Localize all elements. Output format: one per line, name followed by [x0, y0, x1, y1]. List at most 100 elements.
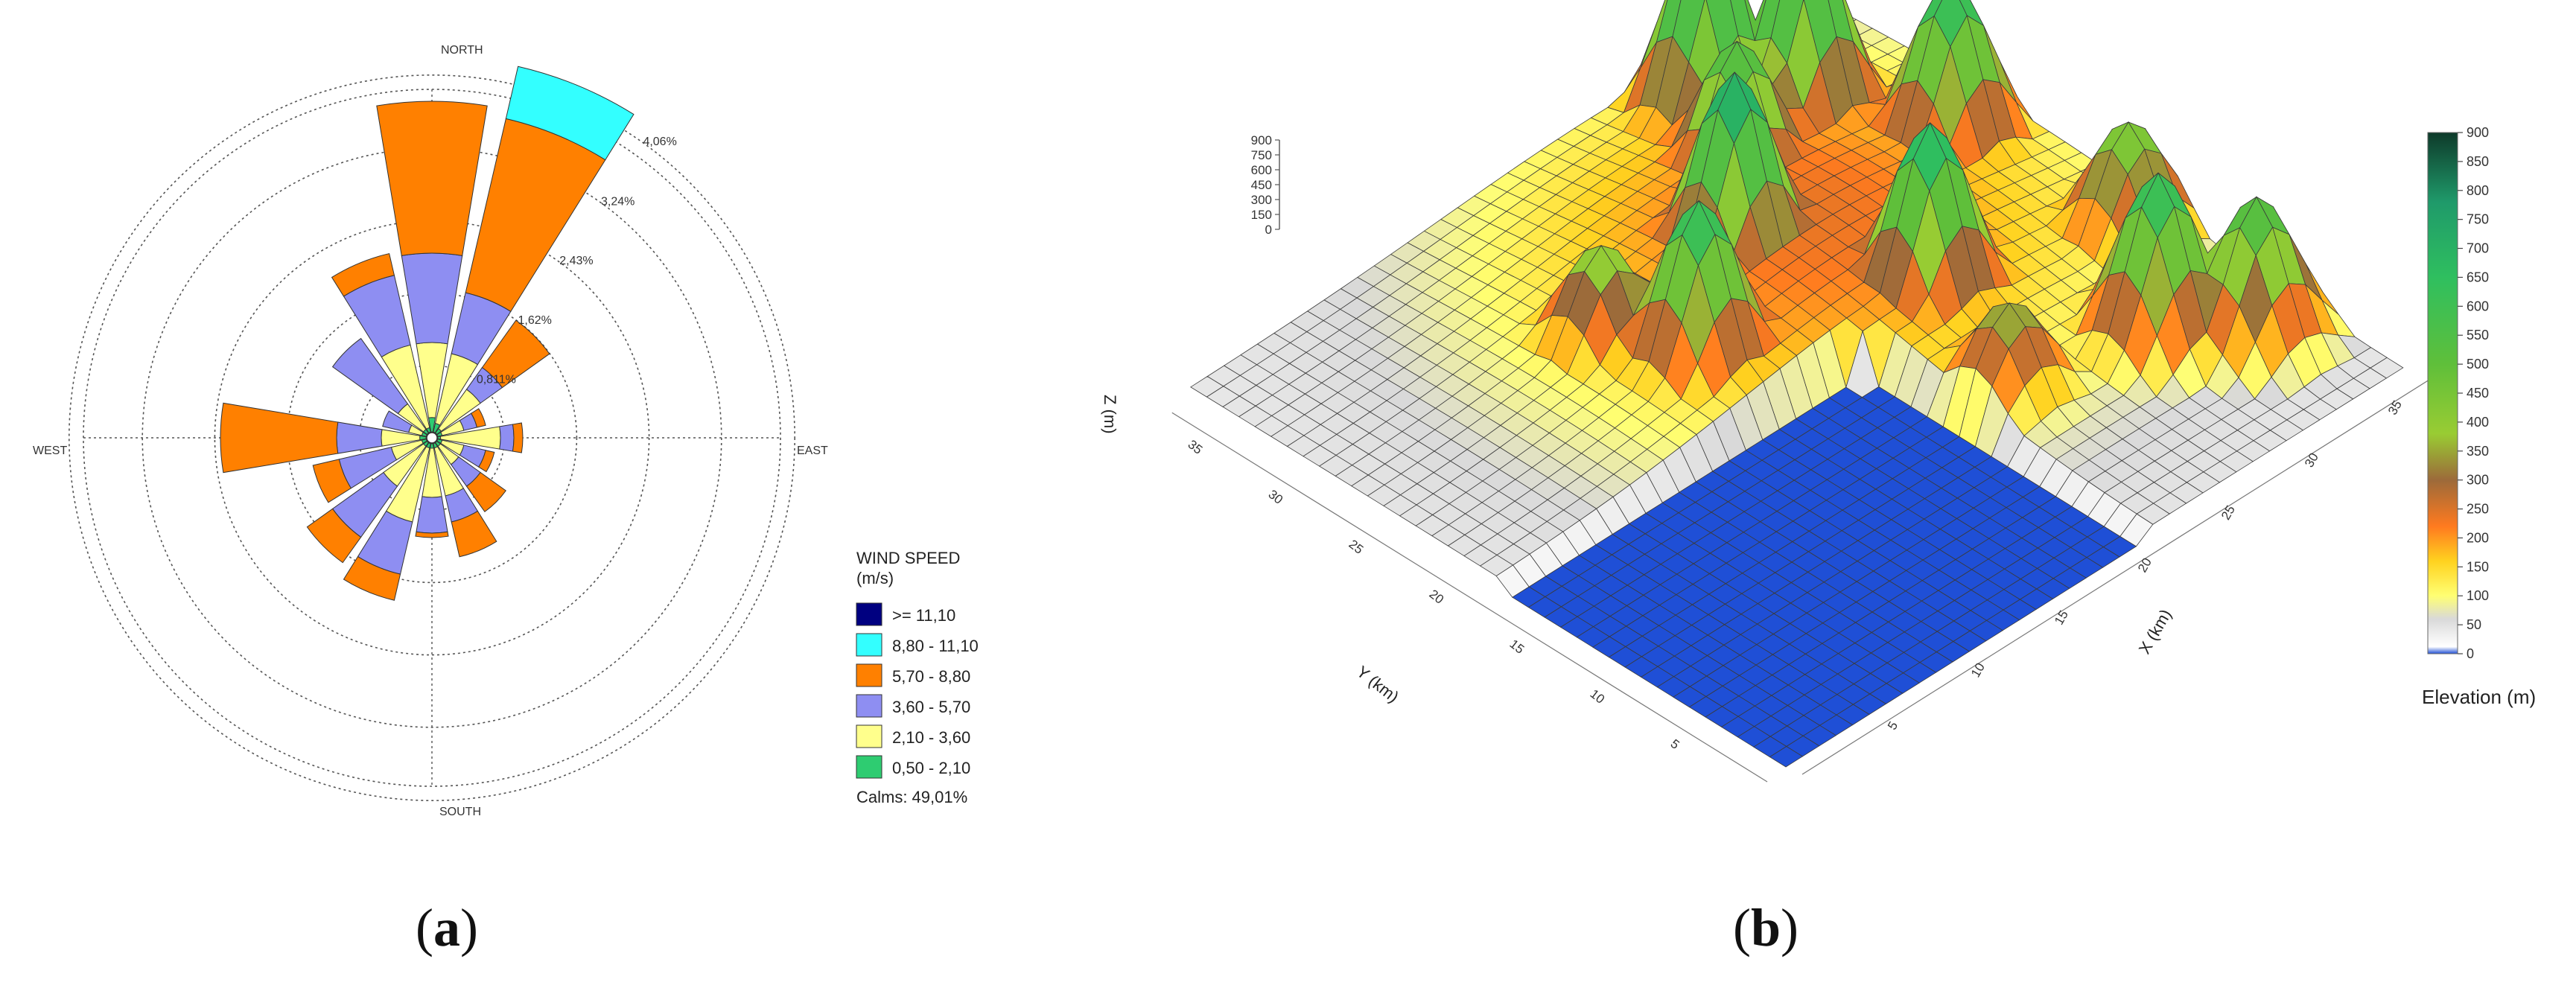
legend-swatch-4: [856, 694, 882, 718]
z-tick-label-300: 300: [1251, 193, 1272, 207]
colorbar-tick-label-200: 200: [2467, 530, 2489, 545]
legend-label-5: 2,10 - 3,60: [892, 728, 970, 747]
rose-bar-NNW-class-4: [331, 252, 395, 297]
legend-calms: Calms: 49,01%: [856, 788, 967, 806]
y-tick-label-35: 35: [1186, 437, 1206, 457]
colorbar-tick-label-100: 100: [2467, 588, 2489, 603]
colorbar-tick-label-750: 750: [2467, 212, 2489, 227]
colorbar-tick-label-650: 650: [2467, 270, 2489, 284]
caption-a-open: (: [416, 898, 433, 958]
label-west: WEST: [33, 445, 67, 457]
colorbar-tick-label-50: 50: [2467, 617, 2481, 632]
caption-b-open: (: [1733, 898, 1751, 958]
colorbar-tick-label-500: 500: [2467, 357, 2489, 372]
y-tick-label-30: 30: [1266, 487, 1286, 507]
x-tick-label-25: 25: [2219, 503, 2238, 523]
rose-bar-S-class-3: [416, 496, 448, 534]
y-tick-label-15: 15: [1507, 637, 1527, 657]
legend-label-3: 5,70 - 8,80: [892, 667, 970, 686]
z-tick-label-450: 450: [1251, 178, 1272, 192]
rose-bar-NE-class-4: [481, 319, 550, 389]
rose-bar-SE-class-4: [465, 471, 506, 512]
colorbar-tick-label-0: 0: [2467, 646, 2474, 661]
x-tick-label-30: 30: [2302, 450, 2321, 470]
rose-bar-N-class-4: [376, 101, 488, 256]
x-tick-label-10: 10: [1968, 660, 1988, 680]
colorbar-ticks: 0 50 100 150 200 250 300 350 400 450 500 550 600 650 7…: [2458, 125, 2489, 661]
caption-a-close: ): [459, 898, 478, 958]
rose-bar-SSW-class-4: [343, 555, 401, 601]
z-tick-label-150: 150: [1251, 208, 1272, 222]
colorbar-tick-label-150: 150: [2467, 559, 2489, 574]
rose-bar-E-class-4: [512, 422, 524, 453]
rose-bar-NNE-class-5: [505, 66, 635, 161]
colorbar-tick-label-900: 900: [2467, 125, 2489, 140]
legend-swatch-1: [856, 602, 882, 626]
rose-ring-label-3: 2,43%: [559, 255, 593, 267]
legend-swatch-5: [856, 724, 882, 748]
rose-bar-SSE-class-4: [451, 510, 497, 558]
rose-bar-ENE-class-4: [470, 408, 486, 428]
legend-items: >= 11,10 8,80 - 11,10 5,70 - 8,80 3,60 - 5,…: [856, 602, 979, 779]
rose-bar-S-class-4: [415, 531, 449, 538]
x-axis-line: [1801, 364, 2453, 775]
rose-bar-ESE-class-4: [478, 450, 495, 473]
y-tick-label-10: 10: [1588, 686, 1608, 707]
rose-bar-WSW-class-4: [312, 459, 352, 503]
colorbar-tick-label-850: 850: [2467, 154, 2489, 169]
z-tick-label-600: 600: [1251, 163, 1272, 177]
rose-bar-W-class-3: [336, 421, 383, 454]
rose-ring-label-4: 3,24%: [601, 196, 635, 208]
y-axis-title: Y (km): [1353, 662, 1402, 706]
colorbar-tick-label-350: 350: [2467, 444, 2489, 459]
colorbar-tick-label-550: 550: [2467, 328, 2489, 343]
x-tick-label-15: 15: [2052, 608, 2071, 628]
colorbar-tick-label-700: 700: [2467, 241, 2489, 256]
rose-ring-label-5: 4,06%: [643, 136, 676, 148]
rose-bars: [220, 66, 635, 601]
legend-label-1: >= 11,10: [892, 606, 955, 625]
surface-cell-29-32: [1744, 0, 1766, 42]
wind-rose-panel: 0,811% 1,62% 2,43% 3,24% 4,06% NORTH EAST SO…: [0, 0, 1072, 994]
y-tick-label-5: 5: [1668, 736, 1682, 752]
rose-ring-5: [68, 74, 796, 802]
rose-ring-label-2: 1,62%: [518, 314, 552, 327]
caption-a: (a): [416, 897, 478, 959]
label-south: SOUTH: [439, 806, 481, 818]
caption-b-letter: b: [1750, 898, 1781, 958]
y-axis-line: [1171, 412, 1768, 783]
y-tick-label-25: 25: [1346, 537, 1367, 557]
rose-bar-WNW-class-3: [382, 410, 413, 433]
label-north: NORTH: [441, 44, 483, 57]
terrain-surface-chart: 0150300450600750900510152025303551015202…: [1101, 0, 2536, 783]
colorbar-tick-label-800: 800: [2467, 183, 2489, 198]
rose-bar-SW-class-4: [306, 508, 362, 564]
rose-bar-N-class-3: [401, 252, 463, 345]
legend-swatch-6: [856, 755, 882, 779]
y-tick-label-20: 20: [1427, 587, 1447, 607]
x-tick-label-35: 35: [2385, 398, 2405, 418]
legend-swatch-2: [856, 633, 882, 657]
x-tick-label-5: 5: [1885, 719, 1901, 733]
rose-bar-E-class-3: [499, 424, 515, 452]
caption-a-letter: a: [433, 898, 460, 958]
legend-label-2: 8,80 - 11,10: [892, 637, 979, 655]
legend-label-6: 0,50 - 2,10: [892, 759, 970, 777]
elevation-colorbar: 0 50 100 150 200 250 300 350 400 450 500 550 600 650 7…: [2422, 125, 2536, 708]
rose-center: [426, 432, 438, 444]
colorbar-tick-label-450: 450: [2467, 386, 2489, 401]
caption-b-close: ): [1781, 898, 1799, 958]
z-tick-label-900: 900: [1251, 133, 1272, 147]
surface-cell-0-0: [1769, 746, 1804, 768]
legend-label-4: 3,60 - 5,70: [892, 698, 970, 716]
colorbar-tick-label-600: 600: [2467, 299, 2489, 313]
caption-b: (b): [1733, 897, 1799, 959]
rose-bar-NW-class-3: [331, 337, 409, 415]
colorbar-ramp: [2427, 132, 2458, 654]
rose-ring-label-1: 0,811%: [477, 373, 516, 386]
z-tick-label-0: 0: [1265, 223, 1272, 237]
colorbar-label: Elevation (m): [2422, 686, 2536, 708]
colorbar-tick-label-400: 400: [2467, 415, 2489, 430]
colorbar-tick-label-250: 250: [2467, 502, 2489, 517]
